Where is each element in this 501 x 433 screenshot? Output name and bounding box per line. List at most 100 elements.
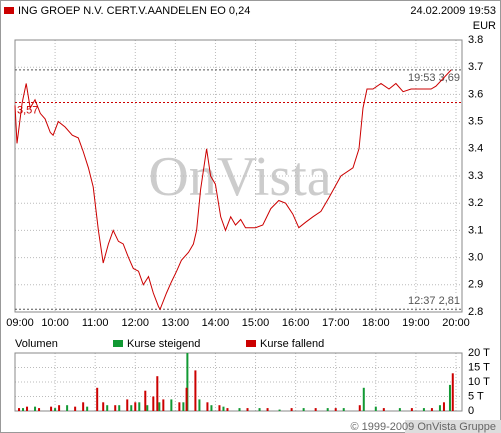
legend-swatch xyxy=(113,340,123,347)
volume-bar xyxy=(410,408,413,411)
volume-bar xyxy=(134,402,137,411)
volume-bar xyxy=(442,402,445,411)
y-tick-label: 5 T xyxy=(468,390,484,402)
volume-bar xyxy=(82,402,85,411)
y-tick-label: 3.4 xyxy=(468,143,483,155)
volume-bar xyxy=(26,406,29,411)
plot-frame xyxy=(14,352,463,412)
legend-swatch xyxy=(246,340,256,347)
volume-bar xyxy=(430,408,433,411)
y-tick-label: 3.7 xyxy=(468,61,483,73)
volume-bar xyxy=(226,408,229,411)
legend-label: Kurse fallend xyxy=(260,338,324,350)
y-tick-label: 3.3 xyxy=(468,170,483,182)
volume-bar xyxy=(102,402,105,411)
legend-label: ING GROEP N.V. CERT.V.AANDELEN EO 0,24 xyxy=(18,5,250,17)
volume-bar xyxy=(74,406,77,411)
volume-bar xyxy=(58,405,61,411)
volume-bar xyxy=(185,387,188,411)
currency: EUR xyxy=(473,20,496,32)
volume-bar xyxy=(206,402,209,411)
y-tick-label: 3.5 xyxy=(468,116,483,128)
x-tick-label: 19:00 xyxy=(402,317,430,329)
volume-bar xyxy=(302,408,305,411)
volume-bar xyxy=(54,408,57,411)
volume-bar xyxy=(158,402,161,411)
y-tick-label: 3.8 xyxy=(468,34,483,46)
x-tick-label: 18:00 xyxy=(362,317,390,329)
volume-bar xyxy=(22,408,25,411)
volume-bar xyxy=(422,408,425,411)
volume-bar xyxy=(342,408,345,411)
volume-bar xyxy=(198,399,201,411)
volume-bar xyxy=(258,408,261,411)
volume-bar xyxy=(334,408,337,411)
volume-bar xyxy=(130,405,133,411)
volume-bar xyxy=(50,406,53,411)
copyright: © 1999-2009 OnVista Gruppe xyxy=(351,421,497,433)
volume-bar xyxy=(438,405,441,411)
volume-bar xyxy=(152,396,155,411)
volume-bar xyxy=(448,384,451,411)
x-tick-label: 10:00 xyxy=(41,317,69,329)
y-tick-label: 3.6 xyxy=(468,88,483,100)
x-tick-label: 16:00 xyxy=(282,317,310,329)
volume-bar xyxy=(126,399,129,411)
volume-bar xyxy=(314,408,317,411)
x-tick-label: 17:00 xyxy=(322,317,350,329)
volume-bar xyxy=(362,387,365,411)
reference-label: 19:53 3,69 xyxy=(408,72,460,84)
volume-bar xyxy=(186,353,189,411)
volume-bar xyxy=(38,408,41,411)
legend-swatch xyxy=(4,7,14,14)
legend-label: Kurse steigend xyxy=(127,338,200,350)
volume-title: Volumen xyxy=(15,338,58,350)
volume-bar xyxy=(398,408,401,411)
y-tick-label: 3.1 xyxy=(468,224,483,236)
y-tick-label: 3.0 xyxy=(468,252,483,264)
price-line xyxy=(14,69,452,311)
y-tick-label: 10 T xyxy=(468,376,490,388)
y-tick-label: 0 xyxy=(468,405,474,417)
reference-label: 12:37 2,81 xyxy=(408,295,460,307)
volume-bar xyxy=(156,376,159,411)
footer-bg xyxy=(405,420,501,433)
volume-bar xyxy=(382,408,385,411)
volume-bar xyxy=(170,399,173,411)
volume-bar xyxy=(146,405,149,411)
y-tick-label: 15 T xyxy=(468,361,490,373)
volume-bar xyxy=(238,408,241,411)
volume-bar xyxy=(114,405,117,411)
plot-frame xyxy=(14,39,463,313)
volume-bar xyxy=(326,408,329,411)
y-tick-label: 3.2 xyxy=(468,197,483,209)
y-tick-label: 20 T xyxy=(468,347,490,359)
volume-bar xyxy=(451,373,454,411)
reference-label-bg xyxy=(407,295,461,308)
x-tick-label: 14:00 xyxy=(202,317,230,329)
volume-bar xyxy=(182,402,185,411)
volume-bar xyxy=(18,408,21,411)
volume-bar xyxy=(66,405,69,411)
reference-label: 3,57 xyxy=(17,104,38,116)
x-tick-label: 13:00 xyxy=(162,317,190,329)
volume-bar xyxy=(218,405,221,411)
volume-bar xyxy=(118,405,121,411)
volume-bar xyxy=(278,409,281,411)
x-tick-label: 15:00 xyxy=(242,317,270,329)
x-tick-label: 09:00 xyxy=(6,317,34,329)
x-tick-label: 20:00 xyxy=(442,317,470,329)
volume-bar xyxy=(86,406,89,411)
volume-bar xyxy=(106,405,109,411)
volume-bar xyxy=(96,387,99,411)
date: 24.02.2009 19:53 xyxy=(410,5,496,17)
volume-bar xyxy=(358,405,361,411)
watermark: OnVista xyxy=(148,146,331,208)
volume-bar xyxy=(34,406,37,411)
y-tick-label: 2.9 xyxy=(468,279,483,291)
volume-bar xyxy=(144,390,147,411)
volume-bar xyxy=(162,399,165,411)
volume-bar xyxy=(266,408,269,411)
y-tick-label: 2.8 xyxy=(468,306,483,318)
